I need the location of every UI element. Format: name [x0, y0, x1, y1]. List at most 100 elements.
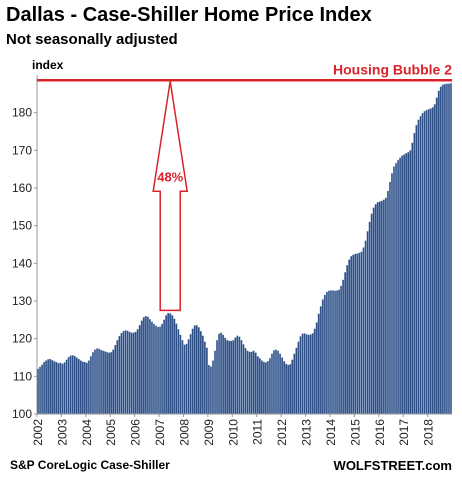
bar: [41, 364, 44, 415]
x-tick-label: 2006: [129, 419, 143, 446]
bar-series: [37, 83, 452, 415]
bar: [346, 265, 349, 415]
bar: [407, 152, 410, 415]
bar: [104, 351, 107, 415]
bubble-label: Housing Bubble 2: [333, 61, 452, 77]
source-note: S&P CoreLogic Case-Shiller: [10, 458, 170, 472]
bar: [390, 173, 393, 415]
bar: [321, 299, 324, 415]
x-tick-label: 2010: [226, 419, 240, 446]
bar: [49, 358, 52, 415]
bar: [283, 361, 286, 415]
bar: [169, 313, 172, 415]
bar: [146, 316, 149, 415]
bar: [173, 318, 176, 415]
credit-note: WOLFSTREET.com: [333, 458, 452, 473]
bar: [98, 348, 101, 415]
bar: [417, 119, 420, 415]
x-tick-label: 2015: [348, 419, 362, 446]
x-tick-label: 2005: [104, 419, 118, 446]
bar: [289, 364, 292, 415]
bar: [191, 328, 194, 415]
bar: [397, 160, 400, 415]
bar: [203, 341, 206, 415]
bar: [59, 362, 62, 415]
bar: [348, 259, 351, 415]
bar: [57, 363, 60, 415]
annotations: Housing Bubble 2 48%: [37, 61, 452, 312]
bar: [364, 240, 367, 415]
y-axis-label: index: [32, 58, 64, 72]
bar: [144, 315, 147, 415]
bar: [148, 318, 151, 415]
bar: [262, 361, 265, 415]
x-tick-label: 2017: [397, 419, 411, 446]
bar: [311, 333, 314, 415]
bar: [93, 349, 96, 415]
bar: [55, 361, 58, 415]
bar: [366, 231, 369, 415]
bar: [236, 335, 239, 415]
bar: [307, 334, 310, 415]
x-tick-label: 2002: [31, 419, 45, 446]
bar: [171, 315, 174, 415]
bar: [157, 326, 160, 415]
bar: [287, 364, 290, 415]
bar: [47, 359, 50, 415]
x-tick-label: 2009: [202, 419, 216, 446]
bar: [264, 362, 267, 415]
bar: [112, 349, 115, 415]
bar: [187, 339, 190, 415]
y-tick-label: 110: [13, 369, 32, 383]
bar: [65, 359, 68, 415]
bar: [378, 201, 381, 415]
bar: [279, 353, 282, 415]
bar: [118, 335, 121, 415]
bar: [268, 358, 271, 415]
bar: [425, 109, 428, 415]
bar: [114, 344, 117, 415]
bar: [165, 315, 168, 415]
bar: [179, 334, 182, 415]
bar: [110, 352, 113, 415]
bar: [421, 112, 424, 415]
y-tick-label: 180: [12, 106, 32, 120]
bar: [214, 350, 216, 415]
bar: [266, 361, 269, 415]
bar: [332, 290, 334, 415]
chart-title: Dallas - Case-Shiller Home Price Index: [6, 4, 372, 26]
bar: [401, 155, 404, 415]
bar: [427, 109, 430, 415]
bar: [250, 351, 253, 415]
bar: [138, 324, 141, 415]
bar: [189, 334, 192, 415]
x-tick-label: 2011: [251, 419, 265, 445]
bar: [197, 327, 200, 415]
bar: [384, 197, 387, 415]
y-tick-label: 140: [12, 256, 32, 270]
x-tick-label: 2008: [177, 419, 191, 446]
x-tick-label: 2016: [373, 419, 387, 446]
bar: [91, 352, 94, 415]
x-axis: 2002 2003 2004 2005 2006 2007 2008 2009 2010 2011…: [31, 413, 452, 446]
bar: [37, 368, 40, 415]
bar: [380, 200, 383, 415]
bar: [63, 362, 66, 415]
bar: [329, 290, 332, 415]
x-tick-label: 2003: [55, 419, 69, 446]
bar: [344, 272, 347, 415]
bar: [393, 166, 396, 415]
bar: [89, 356, 92, 415]
x-tick-label: 2014: [324, 419, 338, 446]
bar: [220, 332, 223, 415]
y-tick-label: 170: [12, 143, 32, 157]
bar: [370, 213, 373, 415]
bar: [177, 329, 180, 415]
bar: [116, 340, 119, 415]
bar: [167, 312, 170, 415]
bar: [315, 322, 318, 415]
bar: [350, 256, 353, 415]
bar: [301, 333, 304, 415]
bar: [297, 341, 300, 415]
